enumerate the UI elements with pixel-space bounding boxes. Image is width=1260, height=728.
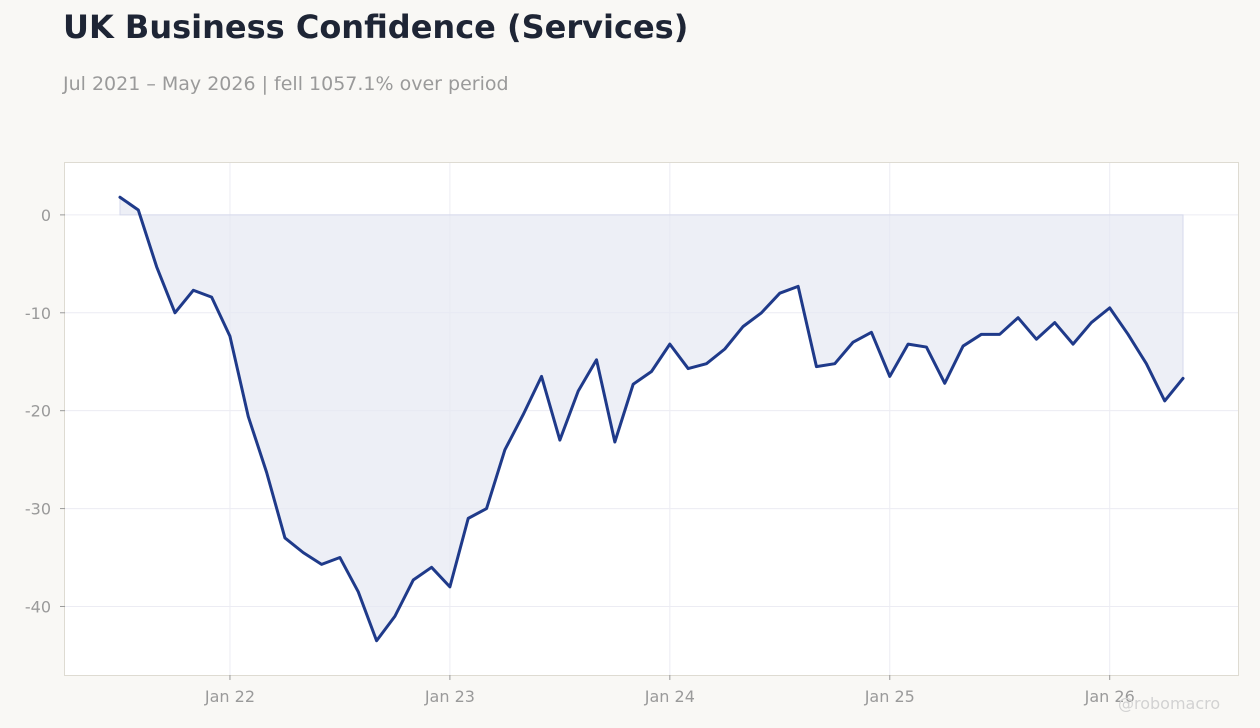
data-point [778,292,781,295]
data-point [723,348,726,351]
data-point [925,346,928,349]
data-point [998,333,1001,336]
data-point [760,311,763,314]
data-point [577,390,580,393]
y-tick-label: -30 [25,500,51,519]
data-point [485,507,488,510]
data-point [742,325,745,328]
data-point [815,365,818,368]
data-point [302,551,305,554]
data-point [980,333,983,336]
data-point [247,415,250,418]
data-point [558,439,561,442]
data-point [265,471,268,474]
data-point [173,311,176,314]
x-tick-label: Jan 22 [204,687,255,706]
data-point [228,335,231,338]
x-axis: Jan 22 Jan 23 Jan 24 Jan 25 Jan 26 [204,675,1135,706]
data-point [668,343,671,346]
x-tick-label: Jan 25 [864,687,915,706]
x-tick-label: Jan 26 [1084,687,1135,706]
x-tick-label: Jan 23 [424,687,475,706]
data-point [1108,306,1111,309]
data-point [870,331,873,334]
data-point [522,413,525,416]
data-point [1053,321,1056,324]
data-point [338,556,341,559]
data-point [118,196,121,199]
data-point [540,375,543,378]
data-point [1145,362,1148,365]
data-point [467,517,470,520]
data-point [705,362,708,365]
data-point [357,590,360,593]
data-point [1127,333,1130,336]
chart-title: UK Business Confidence (Services) [63,8,689,46]
data-point [907,343,910,346]
data-point [155,265,158,268]
data-point [1090,321,1093,324]
y-axis: 0 -10 -20 -30 -40 [25,206,65,616]
data-point [137,208,140,211]
data-point [1017,316,1020,319]
data-point [687,367,690,370]
credit-watermark: @robomacro [1118,694,1221,713]
data-point [613,441,616,444]
data-point [852,341,855,344]
data-point [320,563,323,566]
data-point [430,566,433,569]
data-point [595,358,598,361]
data-point [650,370,653,373]
y-tick-label: -10 [25,304,51,323]
series-line [118,195,1185,643]
chart-subtitle: Jul 2021 – May 2026 | fell 1057.1% over … [63,73,509,95]
data-point [1035,338,1038,341]
data-point [448,585,451,588]
data-point [962,345,965,348]
data-point [210,296,213,299]
data-point [833,362,836,365]
data-point [797,285,800,288]
data-point [1072,343,1075,346]
y-tick-label: 0 [41,206,51,225]
line-series [118,195,1185,643]
data-point [192,289,195,292]
y-tick-label: -40 [25,597,51,616]
data-point [1163,399,1166,402]
data-point [632,383,635,386]
data-point [943,382,946,385]
data-point [412,579,415,582]
data-point [283,536,286,539]
data-point [375,639,378,642]
data-point [393,615,396,618]
x-tick-label: Jan 24 [644,687,695,706]
data-point [503,448,506,451]
data-point [1182,377,1185,380]
data-point [888,375,891,378]
y-tick-label: -20 [25,402,51,421]
